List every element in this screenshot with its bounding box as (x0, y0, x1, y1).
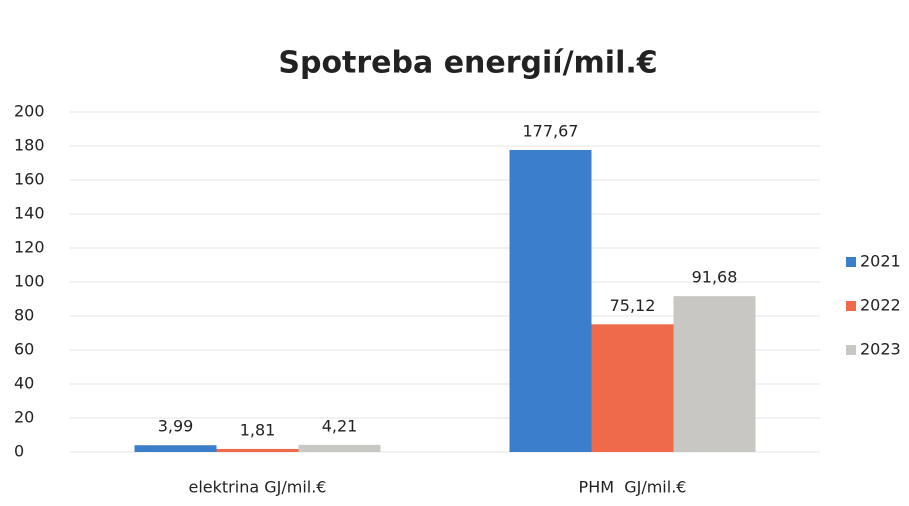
data-label: 4,21 (322, 416, 358, 435)
data-label: 3,99 (158, 417, 194, 436)
bar (298, 444, 381, 452)
legend-swatch (846, 345, 856, 355)
data-label: 1,81 (240, 420, 276, 439)
x-tick-label: elektrina GJ/mil.€ (189, 478, 327, 497)
legend-swatch (846, 301, 856, 311)
legend-label: 2023 (860, 340, 901, 359)
y-tick-label: 20 (14, 408, 34, 427)
y-tick-label: 40 (14, 374, 34, 393)
data-label: 75,12 (610, 296, 656, 315)
legend-label: 2022 (860, 296, 901, 315)
y-tick-label: 100 (14, 272, 45, 291)
legend-swatch (846, 257, 856, 267)
bar (134, 445, 217, 452)
y-tick-label: 180 (14, 136, 45, 155)
y-tick-label: 80 (14, 306, 34, 325)
y-tick-label: 120 (14, 238, 45, 257)
y-tick-label: 200 (14, 102, 45, 121)
y-tick-label: 0 (14, 442, 24, 461)
chart-title: Spotreba energií/mil.€ (278, 46, 657, 81)
bar (216, 448, 299, 452)
bar (591, 324, 674, 452)
data-label: 91,68 (692, 268, 738, 287)
x-tick-label: PHM GJ/mil.€ (579, 478, 687, 497)
bar (509, 149, 592, 452)
bar (673, 296, 756, 452)
y-tick-label: 140 (14, 204, 45, 223)
legend-label: 2021 (860, 252, 901, 271)
y-tick-label: 160 (14, 170, 45, 189)
y-tick-label: 60 (14, 340, 34, 359)
data-label: 177,67 (523, 121, 579, 140)
